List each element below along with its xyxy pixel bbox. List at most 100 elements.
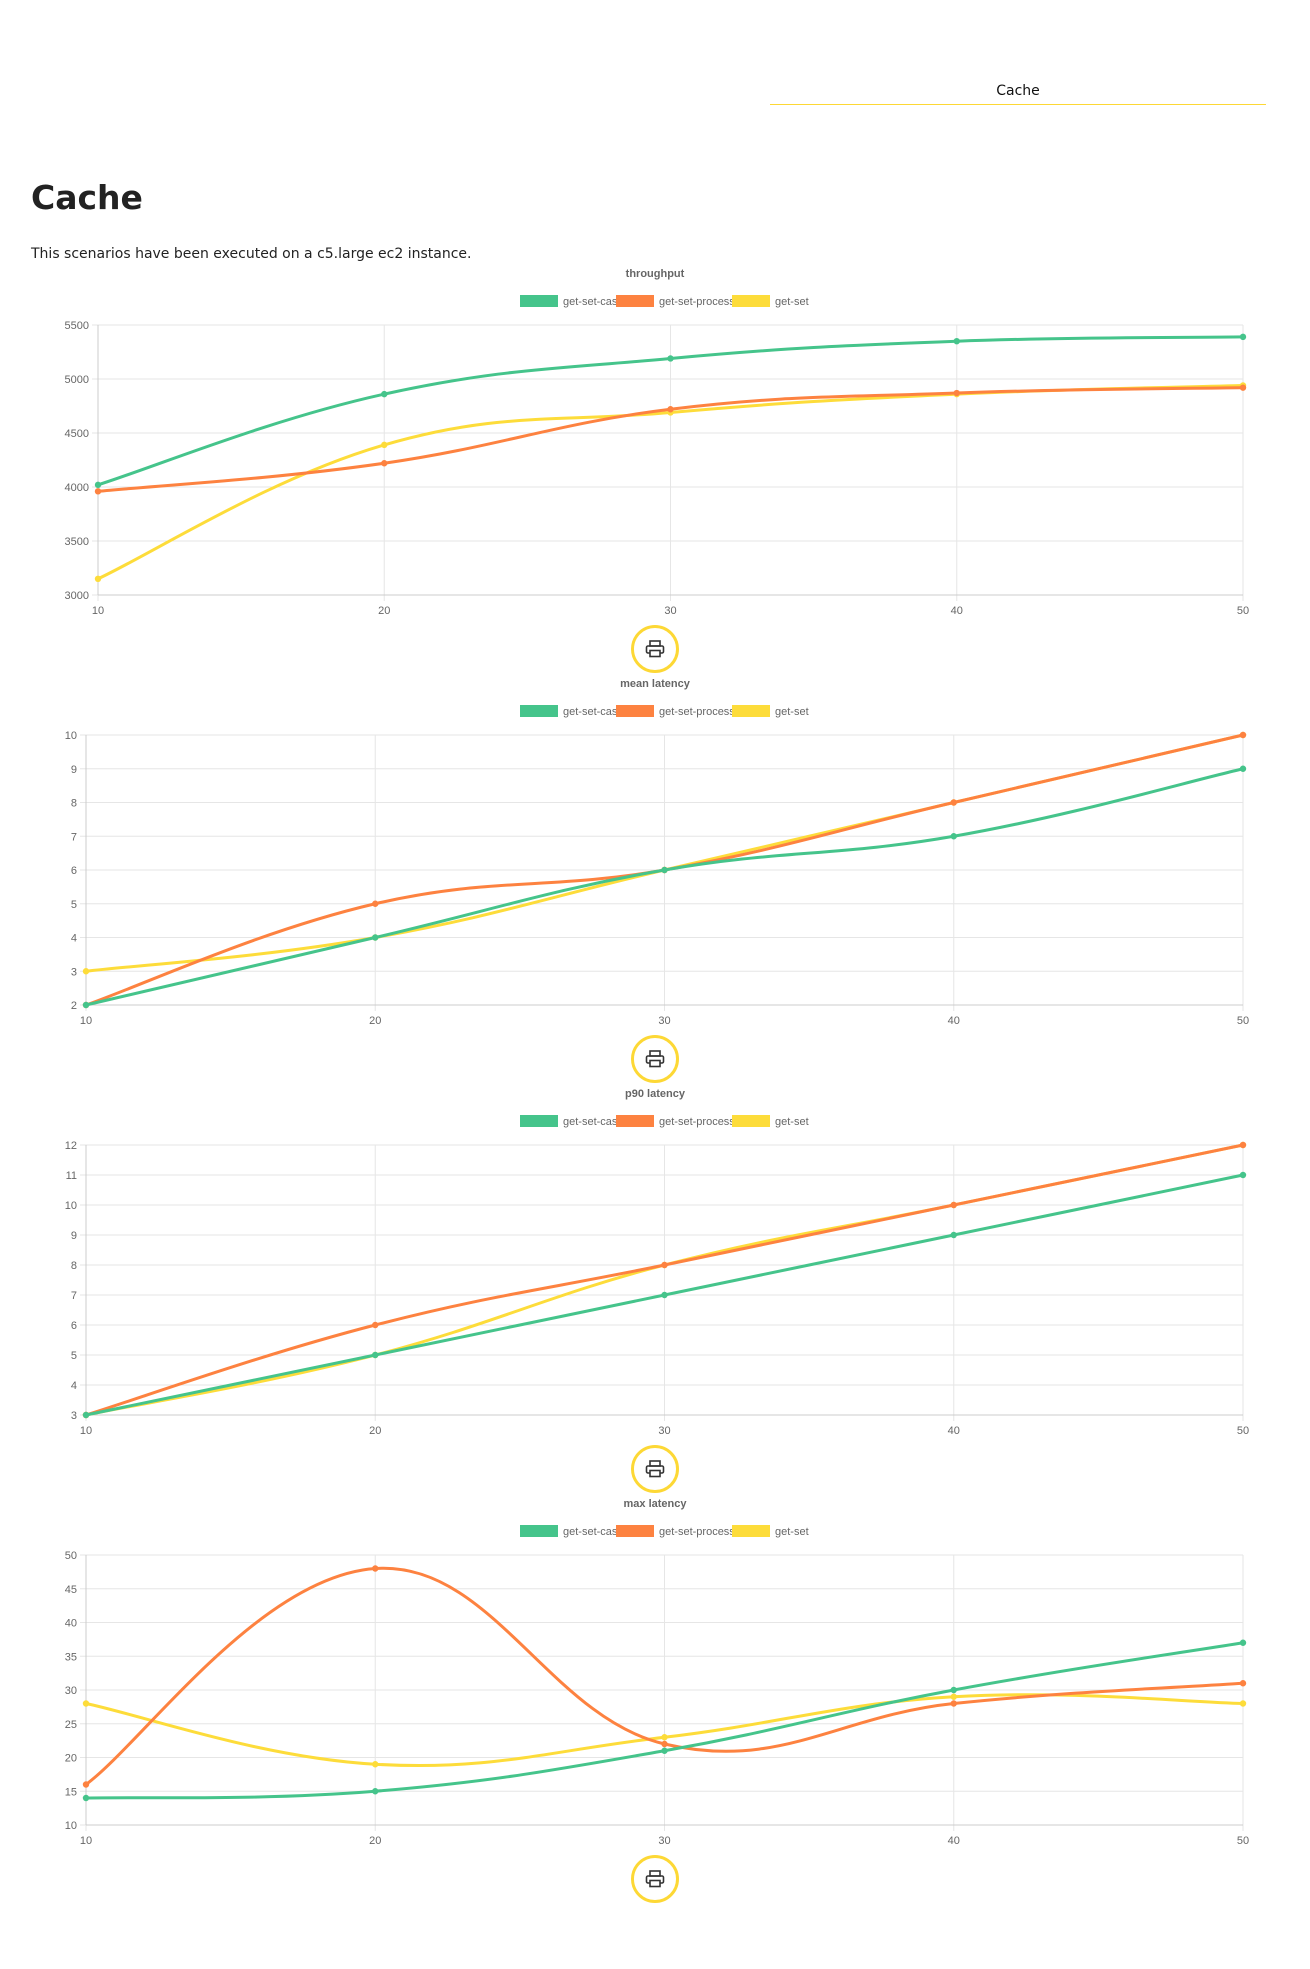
print-button[interactable] bbox=[631, 1445, 679, 1493]
data-point-get-set[interactable] bbox=[94, 575, 102, 582]
data-point-get-set-process[interactable] bbox=[953, 389, 960, 397]
data-point-get-set-process[interactable] bbox=[1239, 384, 1247, 391]
x-tick-label: 10 bbox=[80, 1425, 92, 1437]
data-point-get-set-cast[interactable] bbox=[950, 1686, 957, 1694]
data-point-get-set-process[interactable] bbox=[950, 1700, 957, 1707]
y-tick-label: 4 bbox=[71, 933, 77, 945]
legend-item-get-set-cast[interactable]: get-set-cast bbox=[520, 705, 620, 718]
data-point-get-set[interactable] bbox=[1239, 1700, 1247, 1707]
y-tick-label: 45 bbox=[65, 1584, 77, 1596]
data-point-get-set-process[interactable] bbox=[661, 1261, 668, 1269]
chart-p90-latency: p90 latency get-set-cast get-set-process ge… bbox=[0, 1085, 1310, 1495]
data-point-get-set-cast[interactable] bbox=[953, 338, 960, 345]
y-tick-label: 4 bbox=[71, 1380, 77, 1392]
chart-title: mean latency bbox=[620, 678, 691, 690]
legend-item-get-set[interactable]: get-set bbox=[732, 1525, 809, 1538]
legend-item-get-set-cast[interactable]: get-set-cast bbox=[520, 295, 620, 308]
legend-swatch bbox=[732, 1115, 770, 1127]
legend-item-get-set-process[interactable]: get-set-process bbox=[616, 1525, 735, 1538]
data-point-get-set-cast[interactable] bbox=[372, 934, 379, 941]
data-point-get-set[interactable] bbox=[372, 1761, 379, 1768]
x-tick-label: 30 bbox=[658, 1835, 670, 1847]
x-tick-label: 50 bbox=[1237, 1835, 1249, 1847]
data-point-get-set[interactable] bbox=[661, 1734, 668, 1741]
y-tick-label: 25 bbox=[65, 1719, 77, 1731]
data-point-get-set-cast[interactable] bbox=[661, 1747, 668, 1754]
data-point-get-set-cast[interactable] bbox=[1239, 765, 1247, 772]
data-point-get-set-cast[interactable] bbox=[82, 1794, 90, 1802]
y-tick-label: 3 bbox=[71, 966, 77, 978]
page-description: This scenarios have been executed on a c… bbox=[31, 246, 472, 262]
data-point-get-set-cast[interactable] bbox=[82, 1001, 90, 1009]
data-point-get-set[interactable] bbox=[82, 1700, 90, 1707]
data-point-get-set-cast[interactable] bbox=[372, 1351, 379, 1359]
data-point-get-set-cast[interactable] bbox=[381, 390, 388, 398]
data-point-get-set-cast[interactable] bbox=[94, 481, 102, 489]
data-point-get-set[interactable] bbox=[950, 1693, 957, 1700]
x-tick-label: 10 bbox=[92, 605, 104, 617]
data-point-get-set-process[interactable] bbox=[82, 1781, 90, 1788]
data-point-get-set-process[interactable] bbox=[1239, 731, 1247, 739]
y-tick-label: 35 bbox=[65, 1651, 77, 1663]
data-point-get-set-cast[interactable] bbox=[1239, 1171, 1247, 1179]
legend-swatch bbox=[520, 295, 558, 307]
data-point-get-set-process[interactable] bbox=[94, 488, 102, 495]
data-point-get-set-process[interactable] bbox=[372, 1565, 379, 1572]
print-button[interactable] bbox=[631, 1855, 679, 1903]
data-point-get-set-process[interactable] bbox=[661, 1740, 668, 1748]
data-point-get-set-cast[interactable] bbox=[950, 1231, 957, 1239]
data-point-get-set-process[interactable] bbox=[667, 406, 674, 413]
print-button[interactable] bbox=[631, 1035, 679, 1083]
data-point-get-set-process[interactable] bbox=[950, 1201, 957, 1209]
y-tick-label: 9 bbox=[71, 764, 77, 776]
legend-label: get-set-cast bbox=[563, 706, 620, 718]
y-tick-label: 10 bbox=[65, 730, 77, 742]
chart-mean-latency: mean latency get-set-cast get-set-process g… bbox=[0, 675, 1310, 1085]
y-tick-label: 3000 bbox=[65, 590, 89, 602]
legend-item-get-set[interactable]: get-set bbox=[732, 705, 809, 718]
data-point-get-set[interactable] bbox=[381, 441, 388, 449]
y-tick-label: 5500 bbox=[65, 320, 89, 332]
x-tick-label: 40 bbox=[948, 1015, 960, 1027]
data-point-get-set-process[interactable] bbox=[950, 799, 957, 806]
data-point-get-set-cast[interactable] bbox=[82, 1411, 90, 1419]
tab-cache[interactable]: Cache bbox=[770, 78, 1266, 105]
data-point-get-set-cast[interactable] bbox=[661, 1291, 668, 1299]
x-tick-label: 40 bbox=[951, 605, 963, 617]
legend-item-get-set-process[interactable]: get-set-process bbox=[616, 1115, 735, 1128]
data-point-get-set-cast[interactable] bbox=[372, 1788, 379, 1795]
chart-max-latency: max latency get-set-cast get-set-process ge… bbox=[0, 1495, 1310, 1905]
print-button[interactable] bbox=[631, 625, 679, 673]
data-point-get-set-cast[interactable] bbox=[667, 355, 674, 362]
y-tick-label: 15 bbox=[65, 1786, 77, 1798]
printer-icon bbox=[645, 1460, 665, 1478]
data-point-get-set-process[interactable] bbox=[372, 900, 379, 907]
printer-icon bbox=[645, 1870, 665, 1888]
x-tick-label: 20 bbox=[369, 1835, 381, 1847]
legend-swatch bbox=[616, 1525, 654, 1537]
data-point-get-set-process[interactable] bbox=[372, 1321, 379, 1329]
data-point-get-set-cast[interactable] bbox=[1239, 1639, 1247, 1646]
data-point-get-set-process[interactable] bbox=[1239, 1141, 1247, 1149]
x-tick-label: 50 bbox=[1237, 1425, 1249, 1437]
data-point-get-set[interactable] bbox=[82, 968, 90, 975]
legend-item-get-set-cast[interactable]: get-set-cast bbox=[520, 1115, 620, 1128]
x-tick-label: 30 bbox=[664, 605, 676, 617]
data-point-get-set-process[interactable] bbox=[1239, 1680, 1247, 1687]
legend-item-get-set-process[interactable]: get-set-process bbox=[616, 705, 735, 718]
data-point-get-set-process[interactable] bbox=[381, 460, 388, 467]
legend-item-get-set[interactable]: get-set bbox=[732, 295, 809, 308]
series-line-get-set-process bbox=[85, 1566, 1244, 1786]
y-tick-label: 30 bbox=[65, 1685, 77, 1697]
data-point-get-set-cast[interactable] bbox=[1239, 333, 1247, 341]
x-tick-label: 10 bbox=[80, 1015, 92, 1027]
y-tick-label: 6 bbox=[71, 865, 77, 877]
y-tick-label: 7 bbox=[71, 831, 77, 843]
legend-item-get-set-process[interactable]: get-set-process bbox=[616, 295, 735, 308]
data-point-get-set-cast[interactable] bbox=[661, 866, 668, 874]
chart-title: throughput bbox=[626, 268, 685, 280]
legend-swatch bbox=[520, 1525, 558, 1537]
legend-item-get-set[interactable]: get-set bbox=[732, 1115, 809, 1128]
data-point-get-set-cast[interactable] bbox=[950, 833, 957, 840]
legend-item-get-set-cast[interactable]: get-set-cast bbox=[520, 1525, 620, 1538]
